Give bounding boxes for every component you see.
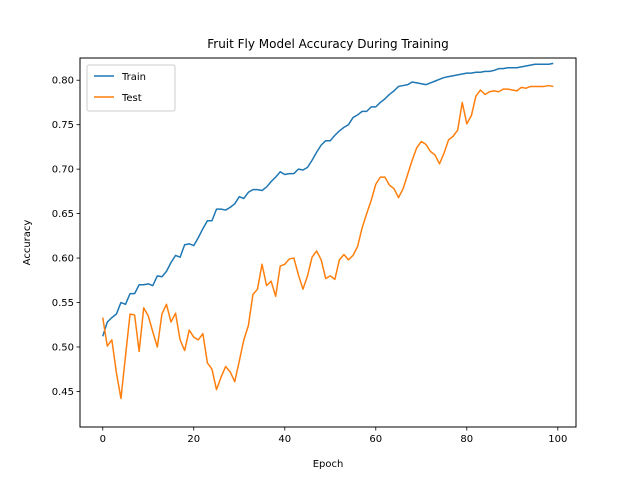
series-line-train [102, 62, 554, 337]
series-line-test [102, 84, 554, 400]
y-tick-label: 0.80 [52, 76, 74, 87]
x-tick-label: 40 [278, 434, 291, 445]
x-tick-label: 20 [187, 434, 200, 445]
x-tick-label: 60 [369, 434, 382, 445]
y-axis-ticks: 0.45 0.50 0.55 0.60 0.65 0.70 0.75 0.80 [52, 76, 80, 398]
y-tick-label: 0.60 [52, 254, 74, 265]
y-tick-label: 0.55 [52, 298, 74, 309]
axes-frame [79, 57, 577, 428]
chart-title: Fruit Fly Model Accuracy During Training [207, 37, 449, 51]
x-tick-label: 100 [548, 434, 567, 445]
x-axis-label: Epoch [313, 459, 344, 470]
x-tick-label: 0 [100, 434, 106, 445]
legend: Train Test [86, 64, 176, 112]
y-tick-label: 0.45 [52, 387, 74, 398]
y-tick-label: 0.50 [52, 342, 74, 353]
y-axis-label: Accuracy [22, 220, 33, 266]
y-tick-label: 0.75 [52, 120, 74, 131]
y-tick-label: 0.65 [52, 209, 74, 220]
x-tick-label: 80 [460, 434, 473, 445]
plot-area [102, 62, 554, 400]
x-axis-ticks: 0 20 40 60 80 100 [100, 427, 567, 445]
legend-label-test: Test [121, 93, 142, 104]
y-tick-label: 0.70 [52, 165, 74, 176]
legend-label-train: Train [121, 72, 146, 83]
